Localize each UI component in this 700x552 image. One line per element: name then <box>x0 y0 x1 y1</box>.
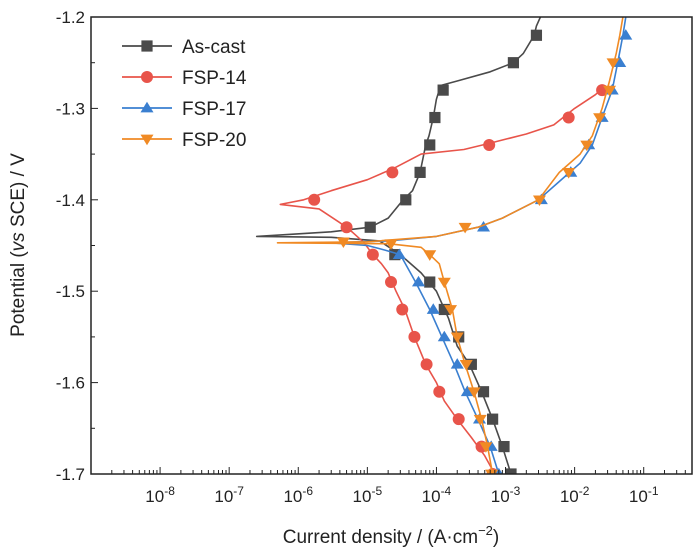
data-point-fsp-20 <box>423 250 437 261</box>
series-fsp-17 <box>330 17 633 474</box>
data-point-fsp-14 <box>433 385 446 398</box>
series-fsp-14 <box>279 84 609 474</box>
data-point-as-cast <box>465 358 477 370</box>
legend-item-fsp-17: FSP-17 <box>122 99 246 120</box>
data-point-fsp-20 <box>606 58 620 69</box>
data-point-fsp-20 <box>384 239 398 250</box>
data-point-as-cast <box>437 84 449 96</box>
data-point-fsp-20 <box>593 113 607 124</box>
data-point-as-cast <box>438 303 450 316</box>
data-point-fsp-20 <box>485 469 499 474</box>
data-point-as-cast <box>414 166 426 178</box>
data-point-fsp-17 <box>426 303 440 314</box>
data-point-fsp-14 <box>562 111 575 124</box>
data-point-fsp-14 <box>385 276 398 289</box>
x-tick-label: 10-7 <box>214 484 244 506</box>
data-point-fsp-20 <box>532 195 546 206</box>
data-point-fsp-20 <box>473 414 487 426</box>
legend-marker <box>141 71 153 83</box>
data-point-fsp-17 <box>450 358 464 369</box>
legend-label: FSP-20 <box>182 130 246 151</box>
data-point-fsp-14 <box>386 166 399 179</box>
data-point-fsp-14 <box>396 303 409 316</box>
data-point-fsp-20 <box>458 222 472 234</box>
legend-label: FSP-17 <box>182 99 246 120</box>
data-point-fsp-20 <box>437 277 451 289</box>
data-point-as-cast <box>424 276 436 288</box>
y-tick-label: -1.3 <box>56 99 85 118</box>
data-point-fsp-14 <box>408 330 421 343</box>
data-point-as-cast <box>400 194 412 206</box>
data-point-fsp-17 <box>411 275 426 287</box>
series-as-cast <box>255 17 543 474</box>
data-point-fsp-20 <box>479 442 493 453</box>
data-point-as-cast <box>498 440 510 453</box>
data-point-fsp-20 <box>459 359 473 371</box>
x-tick-label: 10-6 <box>283 484 313 506</box>
axis-ticks: 10-8 10-7 10-6 10-5 10-4 10-3 10-2 10-1 -1.2 -1.3… <box>56 8 693 506</box>
data-point-fsp-17 <box>392 248 406 259</box>
data-point-as-cast <box>507 57 520 69</box>
legend-item-fsp-14: FSP-14 <box>122 68 247 89</box>
data-point-fsp-14 <box>308 193 321 206</box>
data-point-fsp-14 <box>452 413 465 426</box>
data-point-fsp-17 <box>460 385 474 397</box>
legend-label: As-cast <box>182 37 246 58</box>
data-point-fsp-14 <box>483 138 496 151</box>
data-point-fsp-17 <box>476 221 491 232</box>
legend-marker <box>140 134 154 146</box>
data-point-fsp-20 <box>562 168 576 179</box>
data-point-as-cast <box>364 221 376 233</box>
x-tick-label: 10-2 <box>560 484 590 506</box>
data-point-fsp-14 <box>340 221 353 234</box>
data-point-fsp-14 <box>366 248 379 261</box>
data-point-fsp-20 <box>444 305 458 316</box>
legend-label: FSP-14 <box>182 68 247 89</box>
data-point-as-cast <box>424 139 436 151</box>
legend-marker <box>140 101 154 113</box>
y-tick-label: -1.7 <box>56 465 85 484</box>
data-point-fsp-17 <box>613 56 627 68</box>
x-tick-label: 10-4 <box>422 484 452 506</box>
x-axis-label: Current density / (A·cm−2) <box>283 523 499 548</box>
series-fsp-20 <box>276 17 624 474</box>
y-tick-label: -1.5 <box>56 282 85 301</box>
data-point-as-cast <box>429 111 441 124</box>
data-point-as-cast <box>530 29 543 41</box>
legend-item-as-cast: As-cast <box>122 37 246 58</box>
x-tick-label: 10-5 <box>353 484 383 506</box>
data-point-fsp-20 <box>603 85 617 97</box>
data-point-fsp-20 <box>467 387 481 398</box>
y-tick-label: -1.4 <box>56 191 85 210</box>
legend-item-fsp-20: FSP-20 <box>122 130 246 151</box>
series-line-as-cast <box>255 17 542 474</box>
x-tick-label: 10-3 <box>491 484 521 506</box>
data-point-fsp-20 <box>580 140 594 152</box>
data-point-fsp-17 <box>619 29 633 40</box>
x-tick-label: 10-1 <box>629 484 659 506</box>
data-point-fsp-20 <box>450 332 464 344</box>
data-point-fsp-14 <box>420 358 433 371</box>
data-point-as-cast <box>477 386 490 398</box>
legend-marker <box>141 40 153 52</box>
data-point-as-cast <box>505 468 517 474</box>
data-point-as-cast <box>487 413 499 425</box>
data-point-fsp-17 <box>437 330 451 342</box>
y-axis-label: Potential (vs SCE) / V <box>8 153 29 337</box>
y-tick-label: -1.6 <box>56 374 85 393</box>
data-point-as-cast <box>389 249 401 261</box>
y-tick-label: -1.2 <box>56 8 85 27</box>
series-layer <box>255 17 633 474</box>
data-point-fsp-20 <box>336 237 350 249</box>
series-line-fsp-20 <box>276 17 624 474</box>
legend: As-cast FSP-14 FSP-17 FSP-20 <box>122 37 247 151</box>
x-tick-label: 10-8 <box>145 484 175 506</box>
